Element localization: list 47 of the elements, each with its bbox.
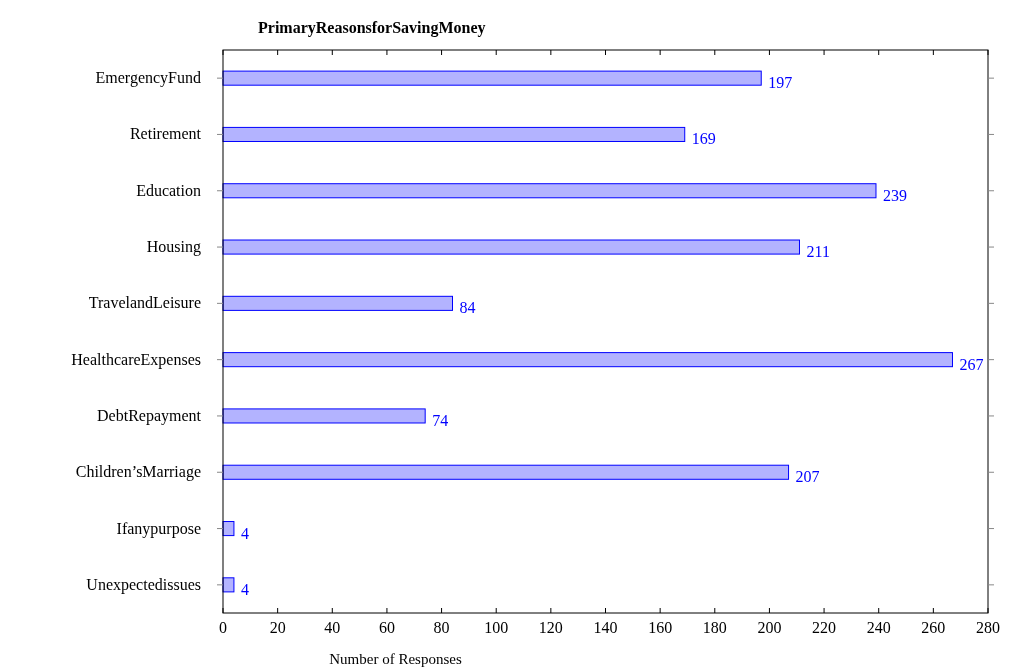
x-tick-label: 140 <box>593 619 618 636</box>
bar <box>222 70 762 86</box>
data-label: 84 <box>459 299 476 317</box>
bar <box>222 239 800 255</box>
y-tick-label: Unexpectedissues <box>86 575 201 594</box>
bar <box>222 464 790 480</box>
bar <box>222 126 686 142</box>
y-tick-label: Ifanypurpose <box>116 519 201 538</box>
y-tick-label: EmergencyFund <box>95 69 201 88</box>
x-tick-label: 220 <box>812 619 837 636</box>
data-label: 239 <box>882 186 907 204</box>
data-label: 169 <box>691 130 716 148</box>
data-label: 207 <box>795 468 820 486</box>
bar <box>222 408 426 424</box>
bar <box>222 521 235 537</box>
chart-title: PrimaryReasonsforSavingMoney <box>258 19 486 37</box>
data-label: 267 <box>959 355 984 373</box>
x-tick-label: 20 <box>269 619 286 636</box>
bar <box>222 577 235 593</box>
y-tick-label: HealthcareExpenses <box>71 350 201 369</box>
data-label: 211 <box>806 243 830 261</box>
y-tick-label: Housing <box>146 238 201 257</box>
x-tick-label: 240 <box>866 619 891 636</box>
x-tick-label: 180 <box>702 619 727 636</box>
data-label: 74 <box>432 411 449 429</box>
x-tick-label: 200 <box>757 619 782 636</box>
x-axis-title: Number of Responses <box>329 651 462 667</box>
y-tick-label: DebtRepayment <box>97 406 202 425</box>
x-tick-label: 80 <box>433 619 450 636</box>
x-tick-label: 260 <box>921 619 946 636</box>
y-tick-label: TravelandLeisure <box>88 294 201 312</box>
data-label: 4 <box>240 580 249 598</box>
x-tick-label: 0 <box>219 619 227 636</box>
bar <box>222 352 953 368</box>
x-tick-label: 280 <box>976 619 1000 636</box>
data-label: 197 <box>768 74 793 92</box>
bar <box>222 183 877 199</box>
x-tick-label: 40 <box>324 619 341 636</box>
x-tick-label: 100 <box>484 619 509 636</box>
y-tick-label: Education <box>136 181 201 199</box>
data-label: 4 <box>240 524 249 542</box>
x-tick-label: 60 <box>378 619 395 636</box>
x-tick-label: 160 <box>648 619 673 636</box>
y-tick-label: Children’sMarriage <box>75 463 201 482</box>
y-tick-label: Retirement <box>129 125 202 143</box>
x-tick-label: 120 <box>538 619 563 636</box>
bar <box>222 295 453 311</box>
